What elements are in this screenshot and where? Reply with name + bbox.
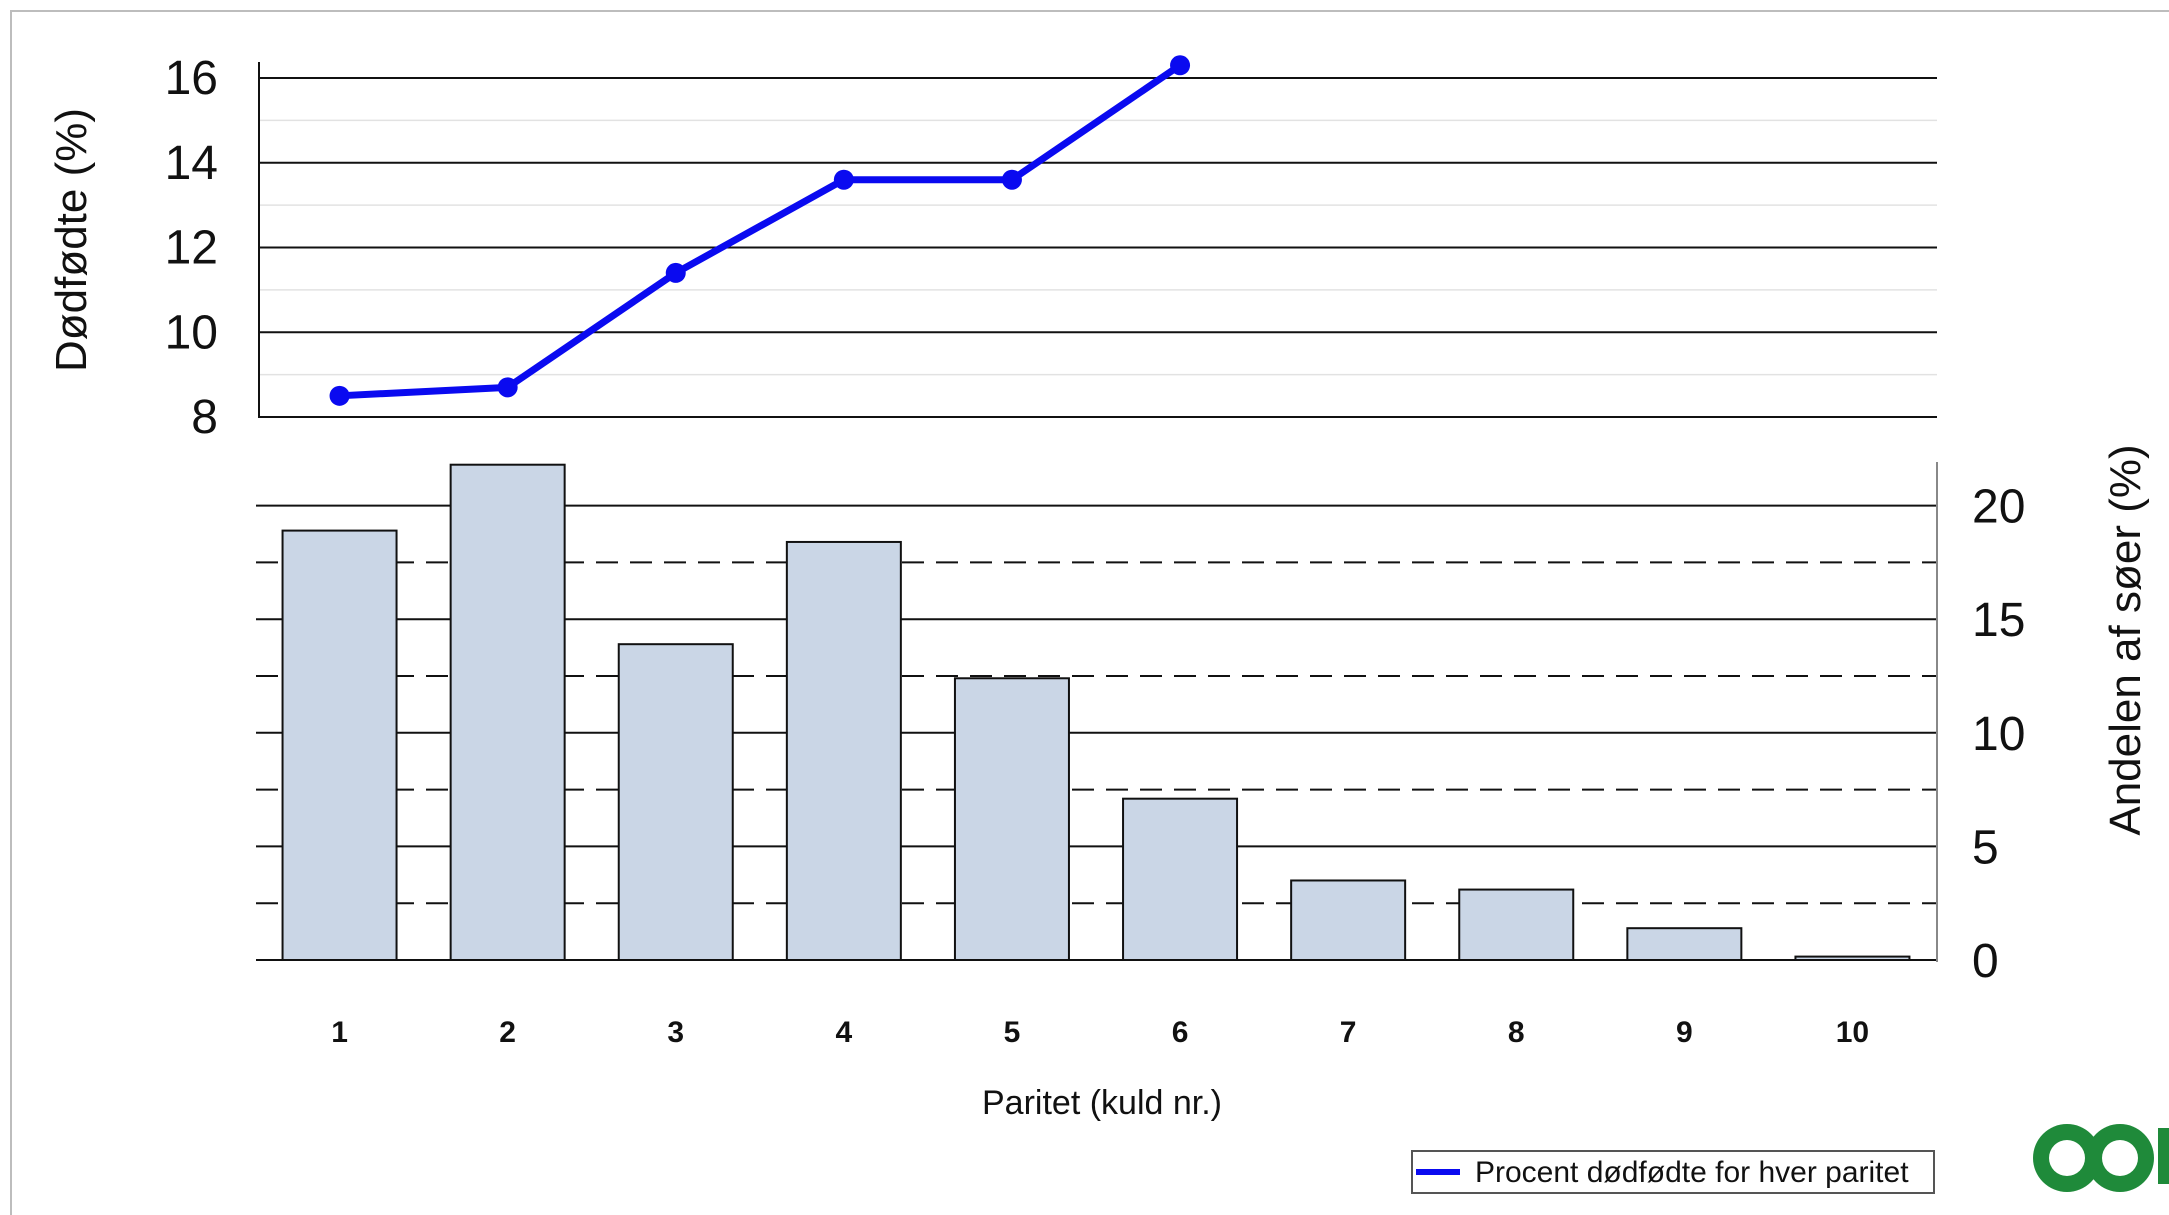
chart-frame	[10, 10, 2169, 1215]
x-tick-label: 4	[836, 1016, 853, 1049]
bar-series	[281, 463, 1911, 962]
bar-3	[617, 643, 734, 962]
x-tick-label: 2	[499, 1016, 516, 1049]
x-tick-label: 7	[1340, 1016, 1357, 1049]
bar-7	[1290, 879, 1407, 961]
bar-2	[449, 463, 566, 961]
bar-8	[1458, 888, 1575, 961]
seges-logo	[2033, 1124, 2169, 1192]
line-point-2	[497, 377, 518, 398]
line-point-6	[1170, 55, 1191, 76]
left-axis-title: Dødfødte (%)	[47, 108, 96, 372]
x-tick-label: 1	[331, 1016, 348, 1049]
bar-10	[1794, 955, 1911, 961]
left-tick-label: 8	[191, 391, 218, 444]
legend-entry: Procent dødfødte for hver paritet	[1475, 1156, 1909, 1189]
right-axis-ticks: 0 5 10 15 20	[1972, 481, 2025, 988]
x-tick-label: 5	[1004, 1016, 1021, 1049]
right-tick-label: 15	[1972, 594, 2025, 647]
bar-5	[953, 677, 1070, 961]
right-tick-label: 5	[1972, 821, 1999, 874]
logo-letter-fragment	[2158, 1128, 2169, 1184]
line-point-3	[665, 262, 686, 283]
bar-4	[785, 540, 902, 962]
line-point-4	[833, 169, 854, 190]
bar-9	[1626, 927, 1743, 962]
bar-6	[1122, 797, 1239, 961]
bar-1	[281, 529, 398, 961]
x-tick-label: 8	[1508, 1016, 1525, 1049]
right-tick-label: 20	[1972, 481, 2025, 534]
line-series	[329, 55, 1191, 406]
right-axis-title: Andelen af søer (%)	[2101, 444, 2150, 835]
left-tick-label: 10	[165, 306, 218, 359]
legend: Procent dødfødte for hver paritet	[1411, 1150, 1935, 1194]
left-tick-label: 16	[165, 52, 218, 105]
left-tick-label: 12	[165, 222, 218, 275]
x-tick-label: 9	[1676, 1016, 1693, 1049]
right-tick-label: 10	[1972, 708, 2025, 761]
x-axis-ticks: 1 2 3 4 5 6 7 8 9 10	[331, 1016, 1869, 1049]
line-chart-gridlines	[258, 62, 1937, 418]
line-point-1	[329, 385, 350, 406]
right-tick-label: 0	[1972, 935, 1999, 988]
left-tick-label: 14	[165, 137, 218, 190]
dodfodte-line	[339, 62, 1183, 400]
x-tick-label: 10	[1836, 1016, 1869, 1049]
line-point-5	[1001, 169, 1022, 190]
left-axis-ticks: 8 10 12 14 16	[165, 52, 218, 444]
legend-box	[1411, 1150, 1935, 1194]
x-tick-label: 3	[667, 1016, 684, 1049]
x-axis-title: Paritet (kuld nr.)	[982, 1084, 1222, 1122]
x-tick-label: 6	[1172, 1016, 1189, 1049]
